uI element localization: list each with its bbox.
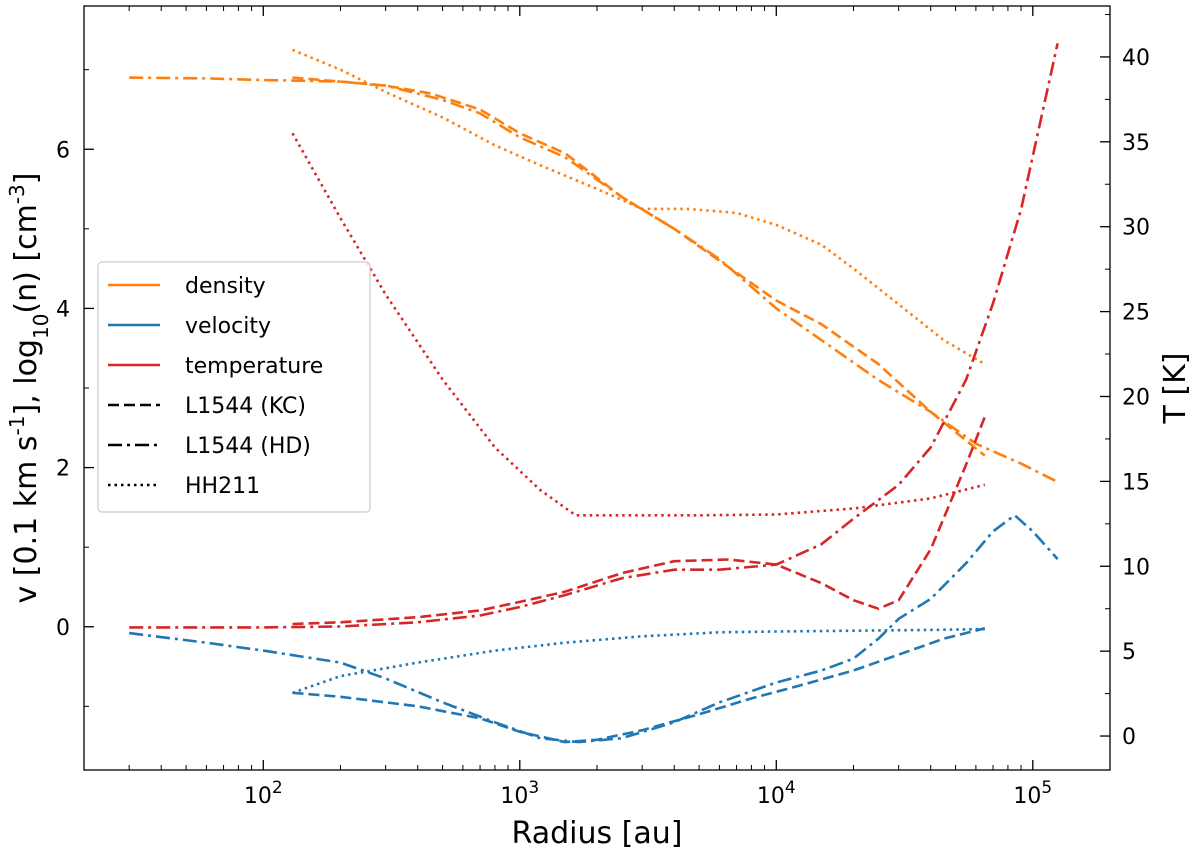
series-line-temperature-l1544-kc — [292, 416, 987, 626]
x-axis-label: Radius [au] — [512, 816, 683, 851]
y-axis-label-part: ] — [9, 173, 44, 185]
y-axis-label-part: ], log — [9, 339, 44, 416]
y-left-tick-label: 2 — [56, 457, 70, 482]
legend-label: velocity — [185, 314, 271, 339]
y-left-tick-label: 4 — [56, 297, 70, 322]
y-right-tick-label: 15 — [1122, 470, 1150, 495]
y-axis-label-part: v [0.1 km s — [9, 435, 44, 603]
y-right-tick-label: 20 — [1122, 385, 1150, 410]
series-line-velocity-l1544-hd — [129, 513, 1059, 744]
legend-label: L1544 (HD) — [185, 434, 311, 459]
y-right-tick-label: 30 — [1122, 216, 1150, 241]
y-axis-label-part: -3 — [5, 184, 29, 204]
y-right-tick-label: 5 — [1122, 640, 1136, 665]
series-line-velocity-hh211 — [292, 627, 985, 695]
series-line-velocity-l1544-kc — [292, 627, 986, 744]
x-tick-label: 102 — [244, 778, 283, 809]
series-line-density-hh211 — [292, 48, 986, 366]
y-axis-label-left: v [0.1 km s-1], log10(n) [cm-3] — [5, 173, 53, 604]
legend-box — [97, 261, 371, 513]
legend-label: HH211 — [185, 474, 260, 499]
x-tick-label: 104 — [757, 778, 796, 809]
series-line-temperature-hh211 — [291, 132, 986, 517]
y-right-tick-label: 35 — [1122, 131, 1150, 156]
legend-label: density — [185, 274, 266, 299]
series-line-temperature-l1544-hd — [129, 43, 1059, 629]
series-layer — [129, 43, 1059, 744]
series-line-density-l1544-hd — [129, 76, 1059, 484]
y-right-tick-label: 40 — [1122, 46, 1150, 71]
legend-label: temperature — [185, 354, 323, 379]
y-axis-label-right: T [K] — [1158, 353, 1193, 425]
x-tick-label: 105 — [1013, 778, 1052, 809]
ticks-layer: 102 103 104 105 0 2 4 6 0 5 10 15 20 25 30 35 40 — [56, 6, 1150, 809]
y-left-tick-label: 6 — [56, 138, 70, 163]
y-right-tick-label: 25 — [1122, 301, 1150, 326]
y-axis-label-part: -1 — [5, 416, 29, 436]
x-tick-label: 103 — [500, 778, 539, 809]
legend: density velocity temperature L1544 (KC) L154… — [97, 261, 371, 513]
legend-label: L1544 (KC) — [185, 394, 306, 419]
y-right-tick-label: 0 — [1122, 725, 1136, 750]
y-left-tick-label: 0 — [56, 616, 70, 641]
y-axis-label-part: 10 — [29, 314, 53, 339]
series-line-density-l1544-kc — [292, 76, 986, 457]
y-right-tick-label: 10 — [1122, 555, 1150, 580]
y-axis-label-part: (n) [cm — [9, 204, 44, 313]
